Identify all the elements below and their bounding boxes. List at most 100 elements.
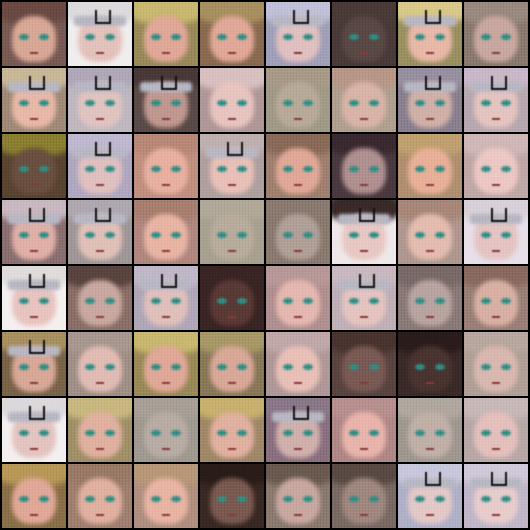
noise-overlay	[2, 200, 66, 264]
face-tile	[2, 398, 66, 462]
face-tile	[68, 68, 132, 132]
face-tile	[398, 2, 462, 66]
mouth-shape	[30, 316, 38, 318]
headband-mark-shape	[425, 10, 441, 24]
mouth-shape	[492, 382, 500, 384]
noise-overlay	[464, 464, 528, 528]
noise-overlay	[332, 68, 396, 132]
left-eye-shape	[481, 364, 491, 370]
left-eye-shape	[85, 298, 95, 304]
left-eye-shape	[151, 298, 161, 304]
right-eye-shape	[303, 166, 313, 172]
noise-overlay	[68, 266, 132, 330]
mouth-shape	[492, 250, 500, 252]
mouth-shape	[162, 382, 170, 384]
face-tile	[68, 464, 132, 528]
face-tile	[68, 332, 132, 396]
face-tile	[134, 266, 198, 330]
noise-overlay	[266, 2, 330, 66]
noise-overlay	[134, 68, 198, 132]
hair-shape	[332, 2, 396, 24]
face-tile	[134, 2, 198, 66]
hair-shape	[266, 134, 330, 156]
noise-overlay	[266, 398, 330, 462]
hair-shape	[332, 398, 396, 420]
headband-mark-shape	[95, 76, 111, 90]
right-eye-shape	[237, 298, 247, 304]
left-eye-shape	[19, 298, 29, 304]
headband-mark-shape	[425, 472, 441, 486]
mouth-shape	[228, 118, 236, 120]
noise-overlay	[464, 200, 528, 264]
hair-shape	[398, 332, 462, 354]
face-tile	[2, 68, 66, 132]
face-tile	[68, 266, 132, 330]
right-eye-shape	[369, 298, 379, 304]
left-eye-shape	[415, 364, 425, 370]
headband-shape	[8, 280, 60, 290]
left-eye-shape	[481, 166, 491, 172]
mouth-shape	[228, 184, 236, 186]
headband-mark-shape	[95, 208, 111, 222]
headband-shape	[338, 214, 390, 224]
face-tile	[2, 266, 66, 330]
left-eye-shape	[283, 100, 293, 106]
face-tile	[200, 68, 264, 132]
face-tile	[266, 68, 330, 132]
face-tile	[200, 332, 264, 396]
mouth-shape	[426, 118, 434, 120]
noise-overlay	[200, 68, 264, 132]
left-eye-shape	[151, 232, 161, 238]
left-eye-shape	[19, 34, 29, 40]
face-tile	[398, 200, 462, 264]
face-tile	[68, 134, 132, 198]
mouth-shape	[96, 118, 104, 120]
noise-overlay	[398, 2, 462, 66]
noise-overlay	[464, 332, 528, 396]
mouth-shape	[162, 316, 170, 318]
hair-shape	[332, 68, 396, 90]
left-eye-shape	[19, 166, 29, 172]
mouth-shape	[30, 382, 38, 384]
left-eye-shape	[349, 430, 359, 436]
left-eye-shape	[283, 232, 293, 238]
face-tile	[200, 398, 264, 462]
left-eye-shape	[85, 100, 95, 106]
headband-shape	[404, 16, 456, 26]
mouth-shape	[30, 52, 38, 54]
mouth-shape	[492, 514, 500, 516]
hair-shape	[266, 332, 330, 354]
mouth-shape	[426, 184, 434, 186]
noise-overlay	[68, 398, 132, 462]
right-eye-shape	[105, 34, 115, 40]
right-eye-shape	[171, 496, 181, 502]
mouth-shape	[426, 382, 434, 384]
right-eye-shape	[39, 166, 49, 172]
mouth-shape	[30, 250, 38, 252]
noise-overlay	[2, 332, 66, 396]
face-tile	[266, 464, 330, 528]
headband-shape	[74, 16, 126, 26]
right-eye-shape	[237, 496, 247, 502]
headband-shape	[338, 280, 390, 290]
face-tile	[398, 266, 462, 330]
left-eye-shape	[349, 166, 359, 172]
hair-shape	[68, 266, 132, 288]
face-tile	[2, 332, 66, 396]
mouth-shape	[228, 316, 236, 318]
face-tile	[332, 68, 396, 132]
right-eye-shape	[105, 298, 115, 304]
left-eye-shape	[217, 496, 227, 502]
face-tile	[398, 464, 462, 528]
face-tile	[134, 134, 198, 198]
right-eye-shape	[435, 232, 445, 238]
mouth-shape	[294, 250, 302, 252]
hair-shape	[134, 464, 198, 486]
headband-shape	[8, 214, 60, 224]
mouth-shape	[294, 316, 302, 318]
right-eye-shape	[105, 166, 115, 172]
mouth-shape	[492, 316, 500, 318]
right-eye-shape	[369, 430, 379, 436]
mouth-shape	[162, 52, 170, 54]
hair-shape	[464, 398, 528, 420]
